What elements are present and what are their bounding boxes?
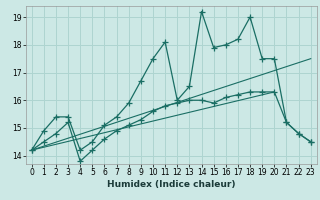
X-axis label: Humidex (Indice chaleur): Humidex (Indice chaleur) [107,180,236,189]
